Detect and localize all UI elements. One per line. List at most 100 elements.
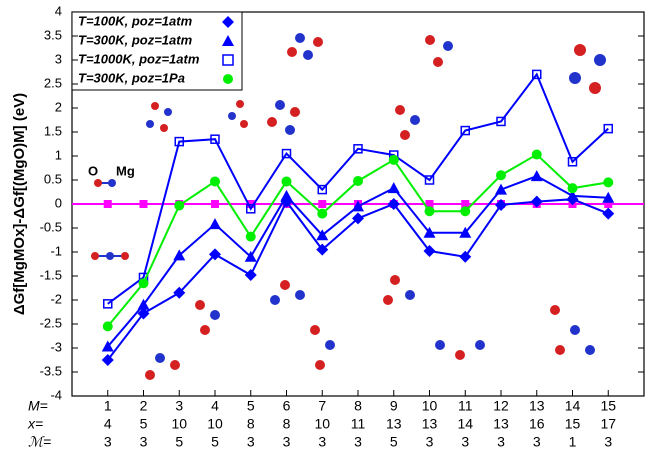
legend-marker: [222, 35, 234, 46]
row-value: 3: [318, 434, 326, 450]
marker-diamond: [459, 250, 472, 263]
x-tick-label: 9: [390, 398, 398, 414]
marker-square: [604, 200, 613, 208]
marker-triangle: [244, 250, 257, 262]
marker-triangle: [530, 170, 543, 182]
row-value: 3: [247, 434, 255, 450]
marker-diamond: [602, 207, 615, 220]
marker-square: [532, 69, 542, 80]
marker-triangle: [459, 226, 472, 238]
marker-square: [425, 200, 434, 208]
row-value: 14: [457, 416, 473, 432]
marker-triangle: [173, 249, 186, 261]
row-label: M=: [28, 398, 48, 414]
row-value: 11: [351, 416, 366, 432]
legend-label: T=300K, poz=1atm: [78, 32, 193, 47]
x-tick-label: 10: [422, 398, 438, 414]
legend-label: T=100K, poz=1atm: [78, 13, 193, 28]
marker-square: [211, 200, 219, 208]
marker-square: [246, 204, 256, 214]
y-tick-label: -1.5: [40, 267, 62, 282]
y-tick-label: -3.5: [40, 363, 62, 378]
marker-triangle: [316, 229, 329, 241]
row-value: 16: [529, 416, 545, 432]
y-tick-label: -2.5: [40, 315, 62, 330]
annotation-o: O: [88, 163, 98, 178]
marker-square: [210, 134, 220, 144]
row-value: 13: [422, 416, 438, 432]
row-value: 3: [283, 434, 291, 450]
marker-triangle: [137, 298, 150, 310]
y-tick-label: -3: [50, 339, 62, 354]
row-value: 3: [533, 434, 541, 450]
marker-circle: [102, 321, 113, 332]
marker-circle: [460, 206, 471, 217]
marker-square: [318, 200, 327, 208]
row-value: 13: [386, 416, 402, 432]
marker-circle: [603, 177, 614, 188]
x-tick-label: 11: [458, 398, 473, 414]
row-value: 17: [600, 416, 616, 432]
marker-square: [460, 125, 470, 136]
marker-circle: [210, 176, 220, 187]
marker-triangle: [602, 191, 615, 203]
marker-diamond: [423, 245, 436, 258]
marker-diamond: [101, 354, 114, 366]
annotation-mg: Mg: [116, 163, 135, 178]
row-value: 10: [207, 416, 223, 432]
marker-square: [317, 184, 327, 195]
y-tick-label: -0.5: [40, 219, 62, 234]
x-tick-label: 7: [318, 398, 326, 414]
marker-circle: [496, 170, 506, 181]
marker-diamond: [530, 195, 543, 208]
marker-square: [461, 200, 470, 208]
row-value: 5: [175, 434, 183, 450]
row-value: 10: [171, 416, 187, 432]
marker-triangle: [495, 183, 507, 195]
y-tick-label: 0: [55, 195, 62, 210]
x-tick-label: 5: [247, 398, 255, 414]
marker-circle: [138, 278, 149, 289]
legend-box: [71, 11, 243, 91]
row-value: 3: [104, 434, 112, 450]
y-tick-label: 2.5: [44, 75, 62, 90]
marker-circle: [388, 154, 399, 165]
x-tick-label: 12: [493, 398, 509, 414]
marker-circle: [531, 149, 542, 160]
marker-square: [174, 136, 184, 147]
x-tick-label: 3: [175, 398, 183, 414]
x-tick-label: 15: [600, 398, 616, 414]
legend-label: T=1000K, poz=1atm: [78, 51, 200, 66]
x-tick-label: 2: [140, 398, 148, 414]
marker-triangle: [566, 189, 579, 201]
x-tick-label: 13: [529, 398, 545, 414]
marker-circle: [567, 183, 578, 194]
marker-diamond: [352, 212, 364, 225]
legend-marker: [222, 16, 234, 28]
row-value: 3: [461, 434, 469, 450]
marker-square: [103, 299, 113, 309]
oxygen-atom: [94, 179, 102, 187]
row-value: 5: [211, 434, 219, 450]
row-label: x=: [27, 416, 43, 432]
marker-diamond: [495, 198, 507, 211]
marker-circle: [424, 206, 435, 217]
marker-triangle: [209, 218, 221, 230]
marker-triangle: [101, 340, 114, 352]
marker-diamond: [244, 269, 257, 282]
row-value: 1: [569, 434, 577, 450]
y-axis-label: ΔGf[MgMOx]-ΔGf[(MgO)M] (eV): [11, 93, 28, 315]
marker-triangle: [423, 226, 436, 238]
legend-label: T=300K, poz=1Pa: [78, 70, 185, 85]
row-value: 5: [390, 434, 398, 450]
marker-square: [424, 175, 435, 185]
y-tick-label: 4: [55, 3, 62, 18]
marker-triangle: [280, 189, 293, 201]
row-value: 3: [140, 434, 148, 450]
row-value: 3: [354, 434, 362, 450]
x-tick-label: 8: [354, 398, 362, 414]
row-value: 10: [314, 416, 330, 432]
row-value: 13: [493, 416, 509, 432]
row-value: 3: [497, 434, 505, 450]
y-tick-label: 1.5: [44, 123, 62, 138]
